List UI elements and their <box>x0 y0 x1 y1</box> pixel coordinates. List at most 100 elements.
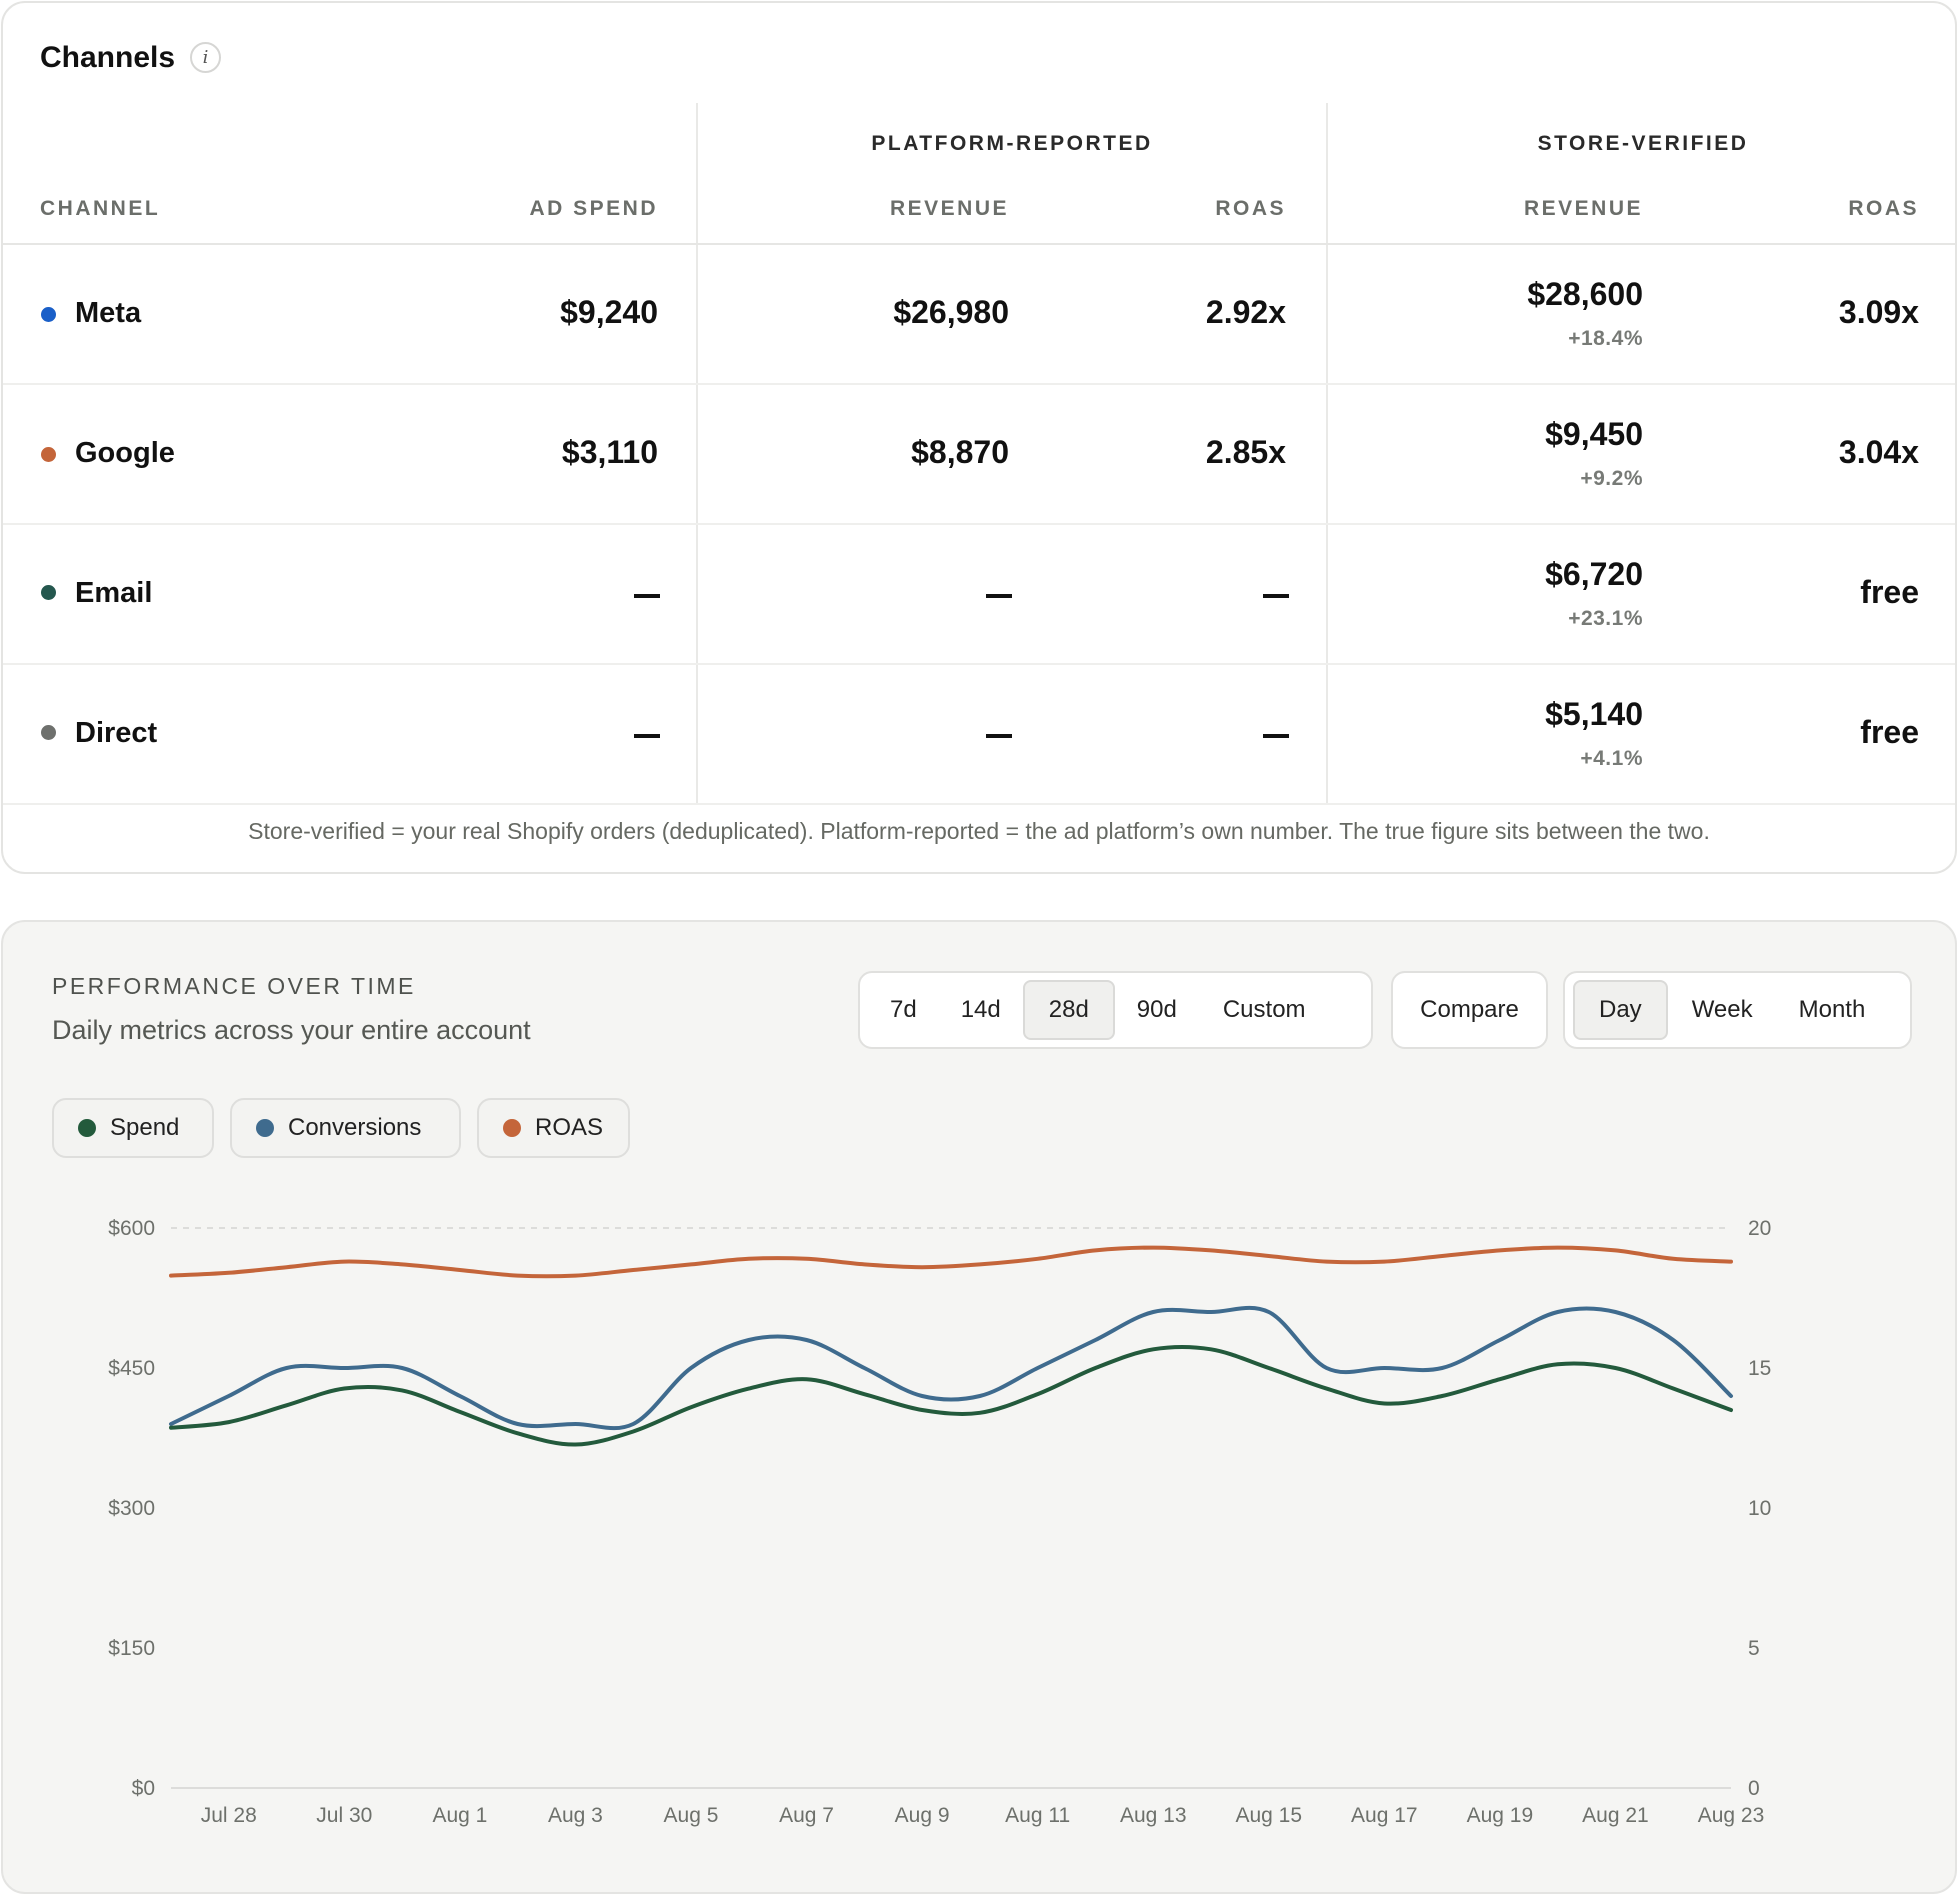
x-tick-label: Aug 23 <box>1698 1804 1765 1827</box>
legend-label: Conversions <box>288 1114 422 1141</box>
compare-button[interactable]: Compare <box>1420 996 1519 1023</box>
channel-color-dot <box>41 725 56 740</box>
col-header-store-revenue: REVENUE <box>1523 197 1643 220</box>
range-custom-button[interactable]: Custom <box>1222 996 1306 1023</box>
series-line-conversions <box>169 1305 1733 1431</box>
header-divider <box>3 243 1955 245</box>
x-tick-label: Aug 5 <box>664 1804 719 1827</box>
platform-revenue-value: $26,980 <box>893 294 1009 330</box>
series-line-roas <box>169 1245 1733 1279</box>
store-roas-value: 3.04x <box>1838 434 1919 470</box>
granularity-day-button[interactable]: Day <box>1573 980 1668 1040</box>
legend-label: ROAS <box>535 1114 604 1141</box>
x-tick-label: Aug 7 <box>779 1804 834 1827</box>
y-left-tick-label: $450 <box>108 1357 155 1380</box>
channel-name: Google <box>75 437 175 469</box>
ad-spend-value: $3,110 <box>561 434 658 470</box>
platform-roas-value: 2.85x <box>1205 434 1286 470</box>
performance-subtitle: Daily metrics across your entire account <box>52 1015 531 1045</box>
range-14d-button[interactable]: 14d <box>960 996 1001 1023</box>
platform-revenue-value: $8,870 <box>911 434 1009 470</box>
store-revenue-change: +9.2% <box>1580 467 1643 490</box>
store-revenue-value: $5,140 <box>1545 696 1643 732</box>
col-header-ad-spend: AD SPEND <box>529 197 658 220</box>
y-right-tick-label: 15 <box>1748 1357 1771 1380</box>
performance-card: PERFORMANCE OVER TIME Daily metrics acro… <box>1 920 1957 1894</box>
row-divider <box>3 803 1955 805</box>
platform-revenue-empty <box>986 594 1012 598</box>
performance-title: PERFORMANCE OVER TIME <box>52 973 416 999</box>
store-revenue-change: +23.1% <box>1568 607 1643 630</box>
granularity-month-button[interactable]: Month <box>1798 996 1866 1023</box>
store-roas-value: 3.09x <box>1838 294 1919 330</box>
series-line-spend <box>169 1345 1733 1447</box>
channel-name: Meta <box>75 297 142 329</box>
column-divider <box>696 103 698 803</box>
row-divider <box>3 663 1955 665</box>
x-tick-label: Aug 11 <box>1005 1804 1070 1827</box>
x-tick-label: Aug 13 <box>1120 1804 1187 1827</box>
range-selector: 7d 14d 28d 90d Custom <box>858 971 1373 1049</box>
performance-chart[interactable]: $0 $150 $300 $450 $600 0 5 10 15 20 Jul 28 Jul 30 Au… <box>3 922 1957 1894</box>
store-revenue-value: $6,720 <box>1545 556 1643 592</box>
table-row-direct[interactable]: Direct $5,140 +4.1% free <box>3 665 1955 805</box>
channel-name: Email <box>75 577 153 609</box>
y-right-tick-label: 10 <box>1748 1497 1771 1520</box>
conversions-legend-dot <box>256 1119 274 1137</box>
col-header-platform-roas: ROAS <box>1215 197 1286 220</box>
platform-roas-empty <box>1263 594 1289 598</box>
row-divider <box>3 523 1955 525</box>
y-left-tick-label: $600 <box>108 1217 155 1240</box>
table-row-email[interactable]: Email $6,720 +23.1% free <box>3 525 1955 665</box>
store-roas-value: free <box>1860 714 1919 750</box>
channel-name: Direct <box>75 717 158 749</box>
store-revenue-change: +18.4% <box>1568 327 1643 350</box>
spend-legend-dot <box>78 1119 96 1137</box>
x-tick-label: Aug 19 <box>1467 1804 1534 1827</box>
x-tick-label: Aug 9 <box>895 1804 950 1827</box>
store-revenue-value: $28,600 <box>1527 276 1643 312</box>
col-header-channel: CHANNEL <box>40 197 161 220</box>
compare-control: Compare <box>1391 971 1548 1049</box>
channel-color-dot <box>41 447 56 462</box>
y-left-tick-label: $300 <box>108 1497 155 1520</box>
range-7d-button[interactable]: 7d <box>890 996 917 1023</box>
col-header-store-roas: ROAS <box>1848 197 1919 220</box>
channel-color-dot <box>41 585 56 600</box>
x-tick-label: Jul 28 <box>201 1804 257 1827</box>
legend-toggle-roas[interactable]: ROAS <box>477 1098 630 1158</box>
y-right-tick-label: 5 <box>1748 1637 1760 1660</box>
x-tick-label: Aug 1 <box>432 1804 487 1827</box>
platform-roas-empty <box>1263 734 1289 738</box>
granularity-week-button[interactable]: Week <box>1691 996 1753 1023</box>
channel-color-dot <box>41 307 56 322</box>
info-icon[interactable]: i <box>190 42 221 73</box>
y-right-tick-label: 20 <box>1748 1217 1771 1240</box>
legend-toggle-conversions[interactable]: Conversions <box>230 1098 461 1158</box>
table-row-meta[interactable]: Meta $9,240 $26,980 2.92x $28,600 +18.4%… <box>3 245 1955 385</box>
range-28d-button[interactable]: 28d <box>1022 980 1115 1040</box>
platform-roas-value: 2.92x <box>1205 294 1286 330</box>
row-divider <box>3 383 1955 385</box>
ad-spend-empty <box>634 594 660 598</box>
store-revenue-change: +4.1% <box>1580 747 1643 770</box>
channels-card: Channels i PLATFORM-REPORTED STORE-VERIF… <box>1 1 1957 874</box>
channels-footnote: Store-verified = your real Shopify order… <box>248 818 1710 844</box>
group-header-store: STORE-VERIFIED <box>1537 132 1749 155</box>
legend-label: Spend <box>110 1114 180 1141</box>
x-tick-label: Aug 21 <box>1582 1804 1649 1827</box>
range-90d-button[interactable]: 90d <box>1136 996 1177 1023</box>
store-revenue-value: $9,450 <box>1545 416 1643 452</box>
legend-toggle-spend[interactable]: Spend <box>52 1098 214 1158</box>
x-tick-label: Jul 30 <box>316 1804 372 1827</box>
group-header-platform: PLATFORM-REPORTED <box>871 132 1153 155</box>
roas-legend-dot <box>503 1119 521 1137</box>
x-tick-label: Aug 3 <box>548 1804 603 1827</box>
platform-revenue-empty <box>986 734 1012 738</box>
channels-title: Channels <box>40 41 176 74</box>
y-left-tick-label: $0 <box>132 1777 155 1800</box>
granularity-selector: Day Week Month <box>1563 971 1912 1049</box>
y-right-tick-label: 0 <box>1748 1777 1760 1800</box>
table-row-google[interactable]: Google $3,110 $8,870 2.85x $9,450 +9.2% … <box>3 385 1955 525</box>
ad-spend-empty <box>634 734 660 738</box>
